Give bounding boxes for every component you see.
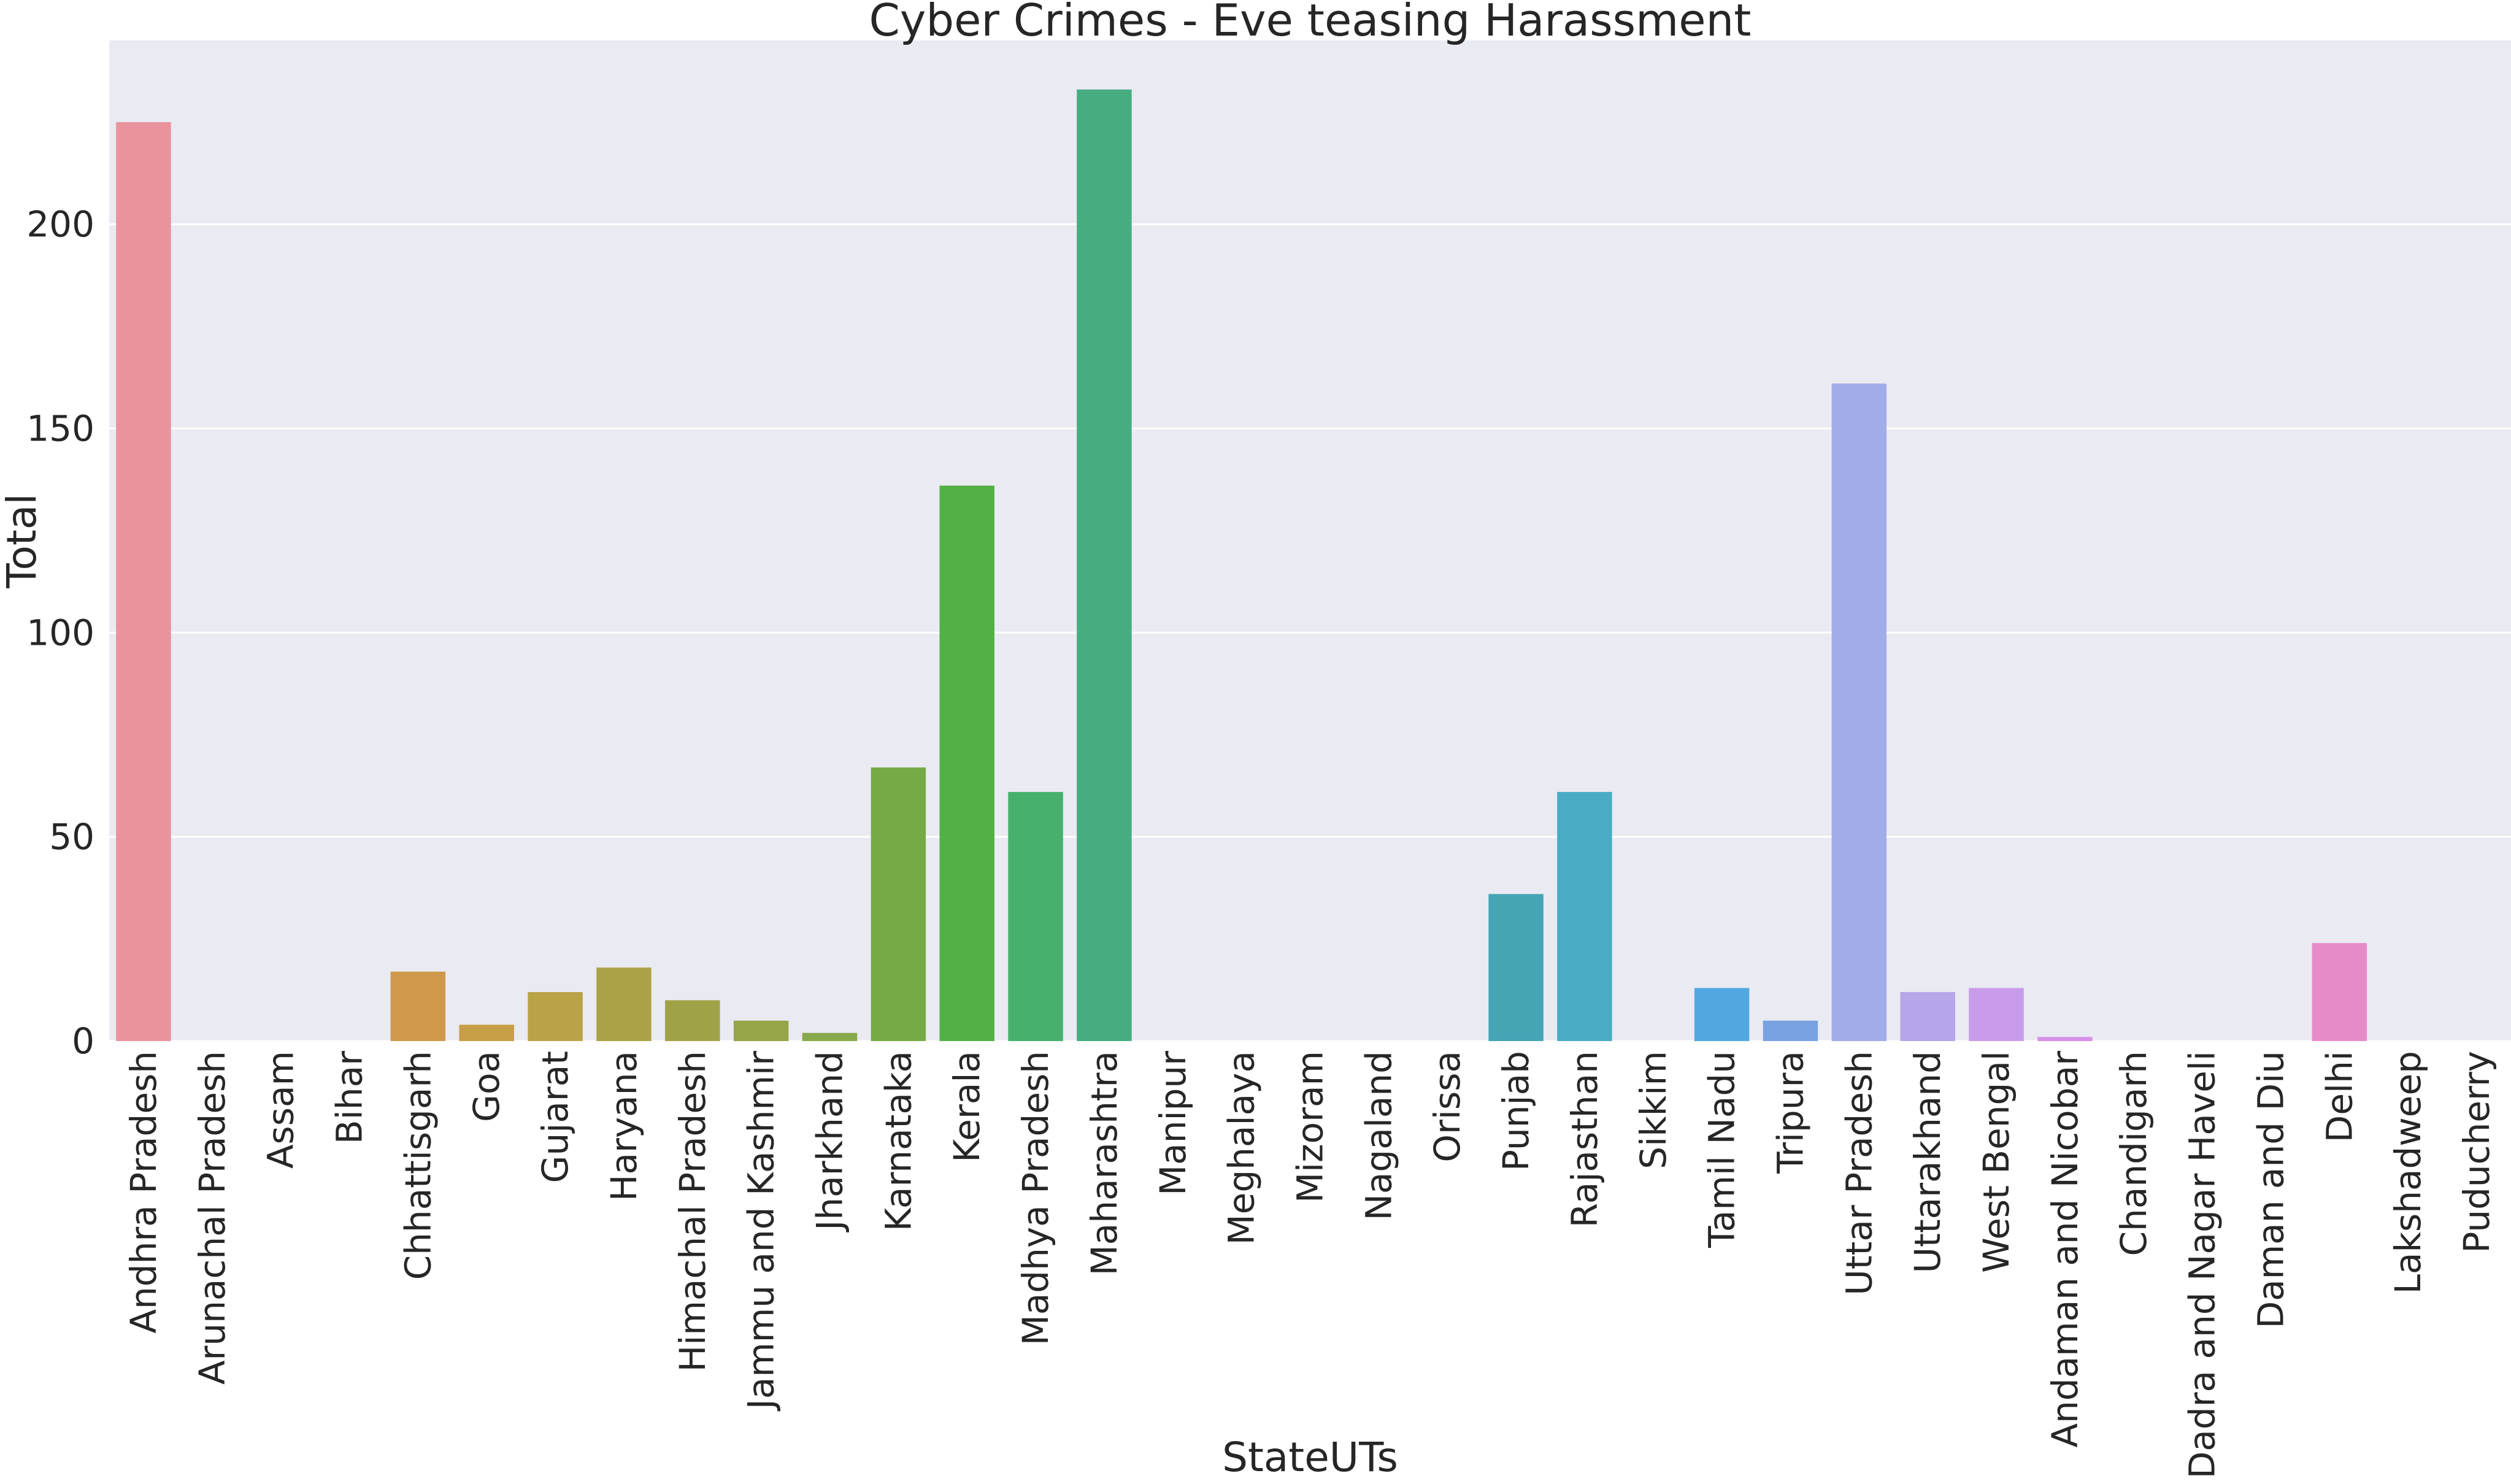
bars bbox=[116, 89, 2367, 1042]
x-tick-label: Nagaland bbox=[1358, 1051, 1399, 1221]
x-tick-label: Jharkhand bbox=[809, 1051, 851, 1232]
bar bbox=[1969, 988, 2024, 1041]
x-tick-label: Assam bbox=[260, 1051, 302, 1169]
bar bbox=[1488, 894, 1544, 1041]
bar bbox=[2037, 1037, 2093, 1041]
y-tick-label: 150 bbox=[26, 407, 94, 449]
x-tick-label: Lakshadweep bbox=[2387, 1051, 2429, 1294]
x-tick-label: Bihar bbox=[329, 1051, 371, 1144]
x-tick-label: Goa bbox=[466, 1051, 507, 1122]
bar bbox=[733, 1020, 789, 1041]
bar bbox=[1763, 1020, 1818, 1041]
bar bbox=[459, 1025, 514, 1041]
bar bbox=[390, 971, 446, 1041]
y-tick-label: 50 bbox=[49, 816, 94, 858]
y-axis-title: Total bbox=[0, 493, 45, 588]
x-tick-label: Maharashtra bbox=[1083, 1051, 1125, 1275]
x-tick-label: Haryana bbox=[603, 1051, 645, 1201]
x-tick-label: Delhi bbox=[2318, 1051, 2360, 1142]
x-tick-label: Uttar Pradesh bbox=[1838, 1051, 1880, 1296]
x-tick-label: Manipur bbox=[1152, 1051, 1194, 1196]
x-tick-label: Andhra Pradesh bbox=[123, 1051, 164, 1334]
bar bbox=[116, 122, 171, 1042]
chart-title: Cyber Crimes - Eve teasing Harassment bbox=[869, 0, 1752, 46]
y-tick-label: 0 bbox=[72, 1020, 94, 1062]
x-tick-label: Tamil Nadu bbox=[1701, 1051, 1743, 1248]
bar bbox=[1831, 383, 1887, 1042]
x-tick-label: Jammu and Kashmir bbox=[740, 1051, 782, 1412]
x-tick-label: Orissa bbox=[1426, 1051, 1468, 1163]
x-tick-label: Sikkim bbox=[1632, 1051, 1674, 1169]
y-tick-label: 200 bbox=[26, 204, 94, 245]
x-tick-label: Tripura bbox=[1770, 1051, 1812, 1174]
x-tick-label: Puducherry bbox=[2456, 1051, 2498, 1253]
bar bbox=[2312, 943, 2367, 1041]
x-tick-label: Punjab bbox=[1495, 1051, 1537, 1171]
bar bbox=[871, 767, 926, 1041]
bar bbox=[1557, 791, 1612, 1041]
x-tick-label: Karnataka bbox=[877, 1051, 919, 1231]
bar bbox=[528, 992, 583, 1041]
x-tick-label: Andaman and Nicobar bbox=[2044, 1051, 2086, 1448]
x-tick-label: Daman and Diu bbox=[2250, 1051, 2292, 1329]
x-tick-label: Himachal Pradesh bbox=[672, 1051, 713, 1372]
x-tick-label: Madhya Pradesh bbox=[1015, 1051, 1056, 1345]
x-tick-label: Chhattisgarh bbox=[397, 1051, 439, 1280]
bar bbox=[1077, 89, 1132, 1041]
x-tick-label: Gujarat bbox=[534, 1051, 576, 1183]
y-tick-label: 100 bbox=[26, 612, 94, 653]
x-axis-ticks: Andhra Pradesh Arunachal Pradesh Assam Biha… bbox=[123, 1051, 2498, 1479]
plot-background bbox=[109, 40, 2511, 1041]
bar bbox=[1694, 988, 1750, 1041]
x-tick-label: Meghalaya bbox=[1221, 1051, 1263, 1245]
bar bbox=[596, 967, 652, 1041]
gridlines bbox=[109, 223, 2511, 1042]
x-tick-label: Kerala bbox=[946, 1051, 988, 1163]
x-tick-label: Rajasthan bbox=[1564, 1051, 1605, 1228]
bar bbox=[1900, 992, 1955, 1041]
bar bbox=[1008, 791, 1063, 1041]
x-axis-title: StateUTs bbox=[1222, 1434, 1398, 1481]
x-tick-label: Chandigarh bbox=[2113, 1051, 2155, 1256]
bar bbox=[939, 485, 994, 1041]
bar bbox=[802, 1032, 858, 1041]
bar bbox=[665, 1000, 720, 1041]
x-tick-label: Arunachal Pradesh bbox=[191, 1051, 233, 1385]
y-axis-ticks: 0 50 100 150 200 bbox=[26, 204, 94, 1062]
x-tick-label: West Bengal bbox=[1975, 1051, 2017, 1273]
x-tick-label: Dadra and Nagar Haveli bbox=[2182, 1051, 2223, 1478]
x-tick-label: Uttarakhand bbox=[1907, 1051, 1948, 1273]
x-tick-label: Mizoram bbox=[1290, 1051, 1331, 1203]
